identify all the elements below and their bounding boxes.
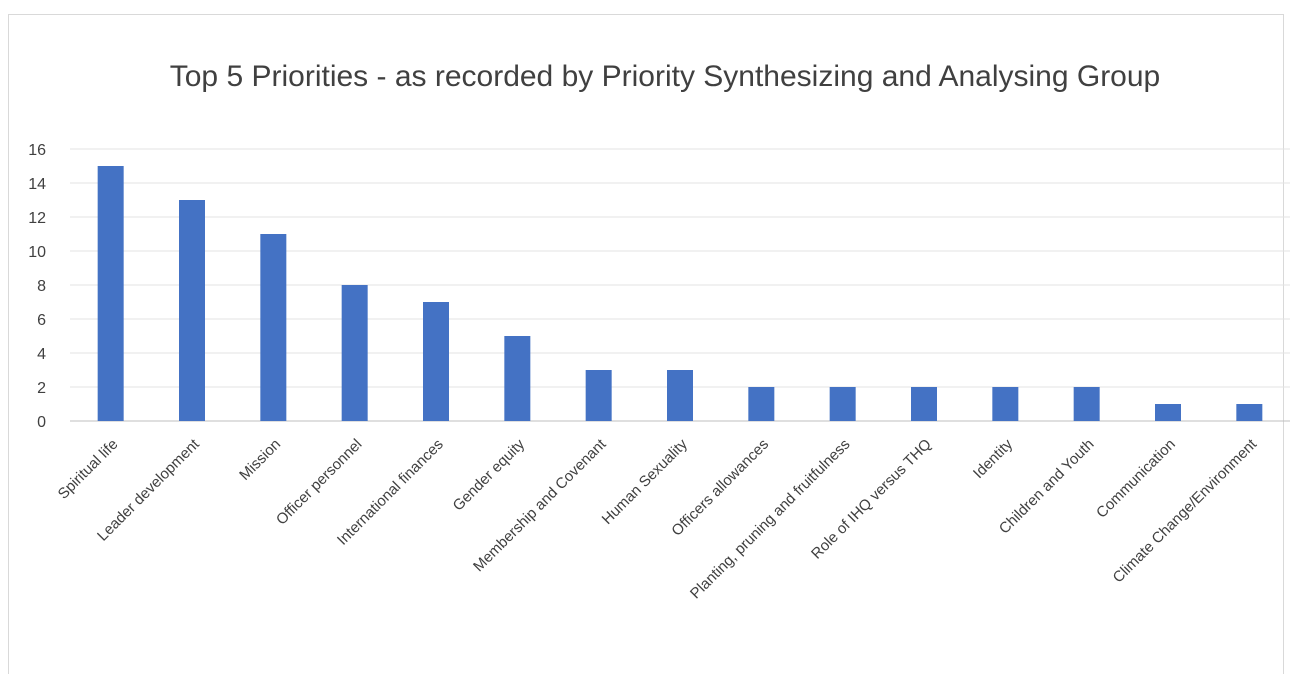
y-tick-label: 4 [37, 346, 46, 363]
y-axis-ticks: 0 2 4 6 8 10 12 14 16 [28, 142, 46, 431]
x-tick-label: Mission [236, 436, 284, 484]
bar [504, 336, 531, 421]
bar [585, 370, 612, 421]
x-tick-label: Communication [1093, 436, 1179, 522]
bars [97, 166, 1263, 421]
bar [748, 387, 775, 421]
x-tick-label: Climate Change/Environment [1110, 435, 1261, 586]
bar [667, 370, 693, 421]
x-tick-label: Spiritual life [55, 436, 122, 503]
y-tick-label: 8 [37, 278, 46, 295]
bar [260, 234, 287, 421]
bar [1073, 387, 1100, 421]
x-tick-label: Membership and Covenant [470, 435, 610, 575]
bar [423, 302, 449, 421]
y-tick-label: 10 [28, 244, 46, 261]
y-tick-label: 16 [28, 142, 46, 159]
x-tick-label: Planting, pruning and fruitfulness [687, 436, 854, 603]
x-tick-label: Gender equity [450, 435, 529, 514]
chart-frame [8, 14, 1284, 674]
y-tick-label: 2 [37, 380, 46, 397]
chart-title: Top 5 Priorities - as recorded by Priori… [169, 60, 1161, 93]
x-tick-label: Identity [970, 435, 1017, 482]
x-tick-label: Officer personnel [273, 436, 366, 529]
bar [992, 387, 1019, 421]
y-tick-label: 12 [28, 210, 46, 227]
x-tick-label: Human Sexuality [599, 435, 692, 528]
bar [1155, 404, 1181, 421]
bar [341, 285, 368, 421]
bar [179, 200, 205, 421]
bar [911, 387, 937, 421]
bar [829, 387, 856, 421]
y-tick-label: 14 [28, 176, 46, 193]
y-tick-label: 6 [37, 312, 46, 329]
y-tick-label: 0 [37, 414, 46, 431]
bar [1236, 404, 1263, 421]
bar [97, 166, 124, 421]
